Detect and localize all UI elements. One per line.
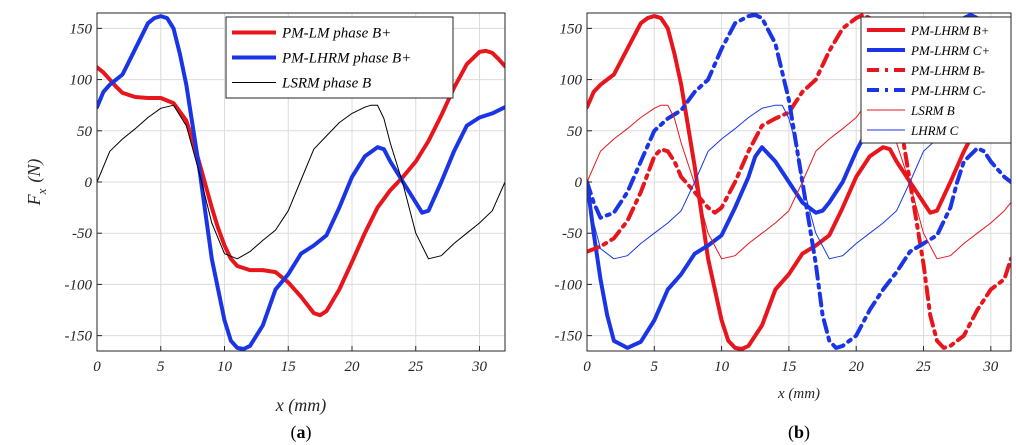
legend-label: LSRM phase B	[281, 76, 371, 92]
legend-label: PM-LHRM phase B+	[281, 51, 411, 67]
panel-label-a: (a)	[291, 422, 312, 443]
legend-label: PM-LHRM B-	[910, 63, 985, 78]
x-tick-label: 0	[93, 359, 101, 375]
y-tick-label: -100	[65, 277, 93, 293]
legend-label: PM-LHRM B+	[910, 23, 989, 38]
series-line-pm-lhrm-c-	[587, 13, 1011, 350]
panel-label-b: (b)	[788, 422, 810, 443]
y-axis-label-sub: x	[34, 188, 49, 195]
x-tick-label: 5	[651, 359, 659, 375]
legend-box	[860, 16, 1012, 144]
legend-label: PM-LHRM C-	[910, 83, 986, 98]
y-tick-label: 150	[560, 21, 583, 37]
x-tick-label: 10	[714, 359, 730, 375]
y-tick-label: -50	[562, 226, 582, 242]
x-axis-label-a: x (mm)	[275, 395, 326, 416]
x-tick-label: 20	[345, 359, 361, 375]
x-tick-label: 30	[982, 359, 999, 375]
ticks-a: 0 5 10 15 20 25 30 -150 -100 -50 0 50 100 150	[65, 21, 488, 375]
x-tick-label: 15	[281, 359, 297, 375]
x-tick-label: 20	[849, 359, 865, 375]
x-tick-label: 0	[583, 359, 591, 375]
y-tick-label: -150	[555, 329, 583, 345]
x-tick-label: 30	[471, 359, 488, 375]
y-tick-label: -150	[65, 329, 93, 345]
legend-label: PM-LHRM C+	[910, 43, 990, 58]
x-tick-label: 5	[157, 359, 165, 375]
ticks-b: 0 5 10 15 20 25 30 -150 -100 -50 0 50 100 150	[555, 21, 999, 375]
series-line-pm-lhrm-phase-b-	[97, 14, 505, 351]
y-axis-label-unit: (N)	[24, 159, 45, 183]
y-axis-label-main: F	[24, 193, 44, 206]
series-a	[97, 14, 505, 351]
y-tick-label: 150	[70, 21, 93, 37]
x-tick-label: 25	[408, 359, 424, 375]
y-tick-label: 0	[575, 175, 583, 191]
y-axis-label-a: Fx (N)	[24, 159, 49, 207]
y-tick-label: 100	[70, 73, 93, 89]
y-tick-label: 100	[560, 73, 583, 89]
legend-b: PM-LHRM B+ PM-LHRM C+ PM-LHRM B- PM-LHRM C-…	[860, 16, 1012, 144]
series-line-pm-lhrm-b-	[587, 13, 1011, 350]
legend-a: PM-LM phase B+ PM-LHRM phase B+ LSRM phase…	[225, 16, 454, 99]
x-axis-label-b: x (mm)	[777, 386, 820, 402]
y-tick-label: -100	[555, 277, 583, 293]
legend-label: LHRM C	[910, 123, 959, 138]
series-line-pm-lhrm-b-	[587, 14, 1011, 351]
x-tick-label: 10	[217, 359, 233, 375]
series-line-lsrm-phase-b	[97, 104, 505, 260]
y-tick-label: 50	[567, 124, 583, 140]
x-tick-label: 15	[781, 359, 797, 375]
x-tick-label: 25	[916, 359, 932, 375]
y-tick-label: -50	[72, 226, 92, 242]
legend-label: PM-LM phase B+	[281, 26, 391, 42]
series-line-pm-lm-phase-b-	[97, 48, 505, 318]
y-tick-label: 50	[77, 124, 93, 140]
y-tick-label: 0	[85, 175, 93, 191]
legend-label: LSRM B	[910, 103, 955, 118]
